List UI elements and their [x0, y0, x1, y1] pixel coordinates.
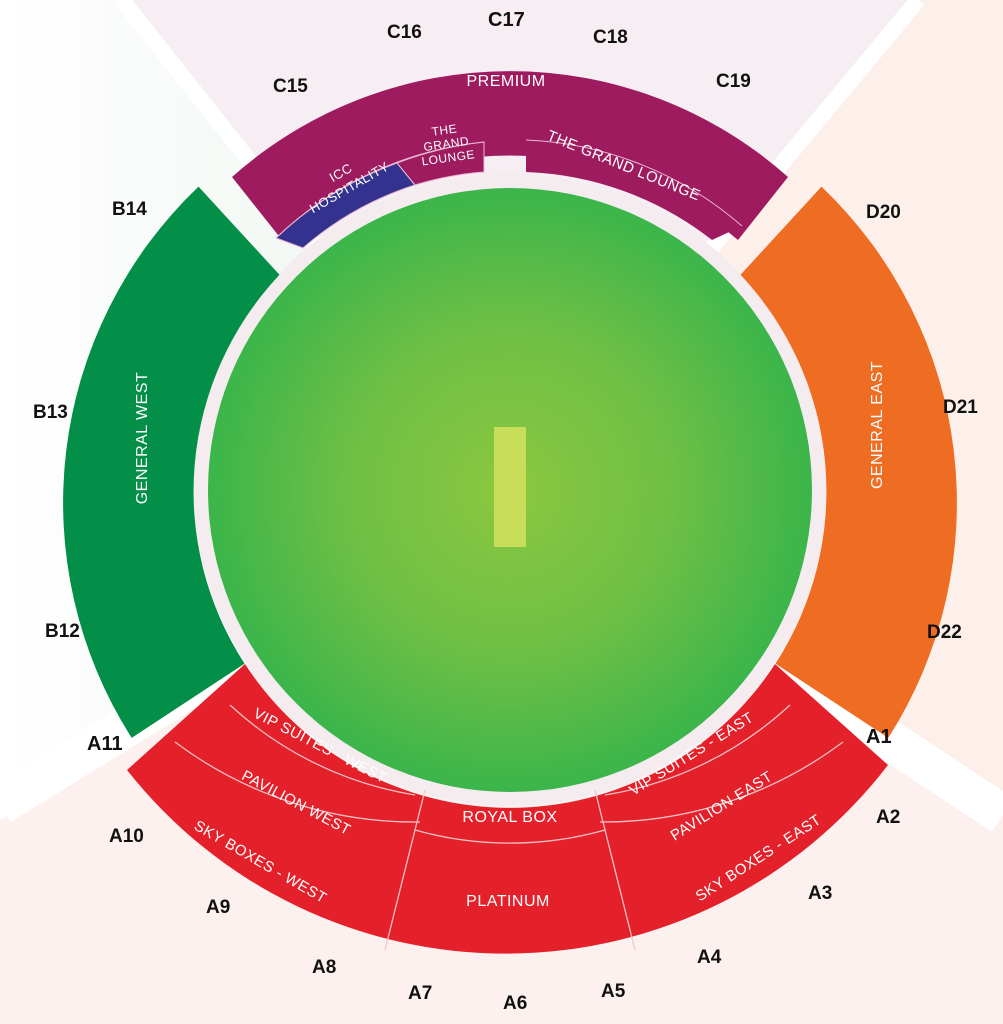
gate-a10: A10	[109, 826, 144, 847]
gate-d22: D22	[927, 622, 962, 643]
label-platinum: PLATINUM	[466, 893, 550, 910]
gate-labels: C15 C16 C17 C18 C19 B14 B13 B12 D20 D21 …	[33, 9, 978, 1014]
gate-a3: A3	[808, 883, 832, 904]
gate-a1: A1	[866, 726, 892, 748]
lounge-divider	[525, 139, 743, 227]
stand-general-west[interactable]	[63, 186, 280, 738]
hospitality-divider	[275, 141, 485, 239]
gate-c18: C18	[593, 27, 628, 48]
gate-c16: C16	[387, 22, 422, 43]
pitch	[494, 427, 526, 547]
gate-c17: C17	[488, 9, 525, 31]
stand-red-south[interactable]	[127, 664, 888, 954]
gate-a9: A9	[206, 897, 230, 918]
gate-c19: C19	[716, 71, 751, 92]
gate-c15: C15	[273, 76, 308, 97]
gate-a7: A7	[408, 983, 432, 1004]
label-general-west: GENERAL WEST	[134, 372, 151, 505]
stand-general-east[interactable]	[740, 186, 957, 738]
gate-b13: B13	[33, 402, 68, 423]
stand-premium[interactable]	[232, 71, 788, 240]
gate-a5: A5	[601, 981, 626, 1002]
gate-d21: D21	[943, 397, 978, 418]
label-general-east: GENERAL EAST	[869, 361, 886, 489]
stand-grand-lounge-small[interactable]	[396, 141, 485, 186]
label-royal-box: ROYAL BOX	[462, 809, 557, 826]
svg-text:THE: THE	[431, 121, 458, 138]
stand-grand-lounge-large[interactable]	[526, 140, 742, 240]
gate-a6: A6	[503, 993, 527, 1014]
gate-a8: A8	[312, 957, 336, 978]
gate-a2: A2	[876, 807, 900, 828]
gate-d20: D20	[866, 202, 901, 223]
svg-text:GRAND: GRAND	[423, 134, 470, 154]
label-premium: PREMIUM	[466, 73, 545, 90]
gate-b12: B12	[45, 621, 80, 642]
gate-b14: B14	[112, 199, 147, 220]
gate-a4: A4	[697, 947, 722, 968]
gate-a11: A11	[87, 733, 123, 755]
red-stand-dividers	[174, 704, 844, 951]
